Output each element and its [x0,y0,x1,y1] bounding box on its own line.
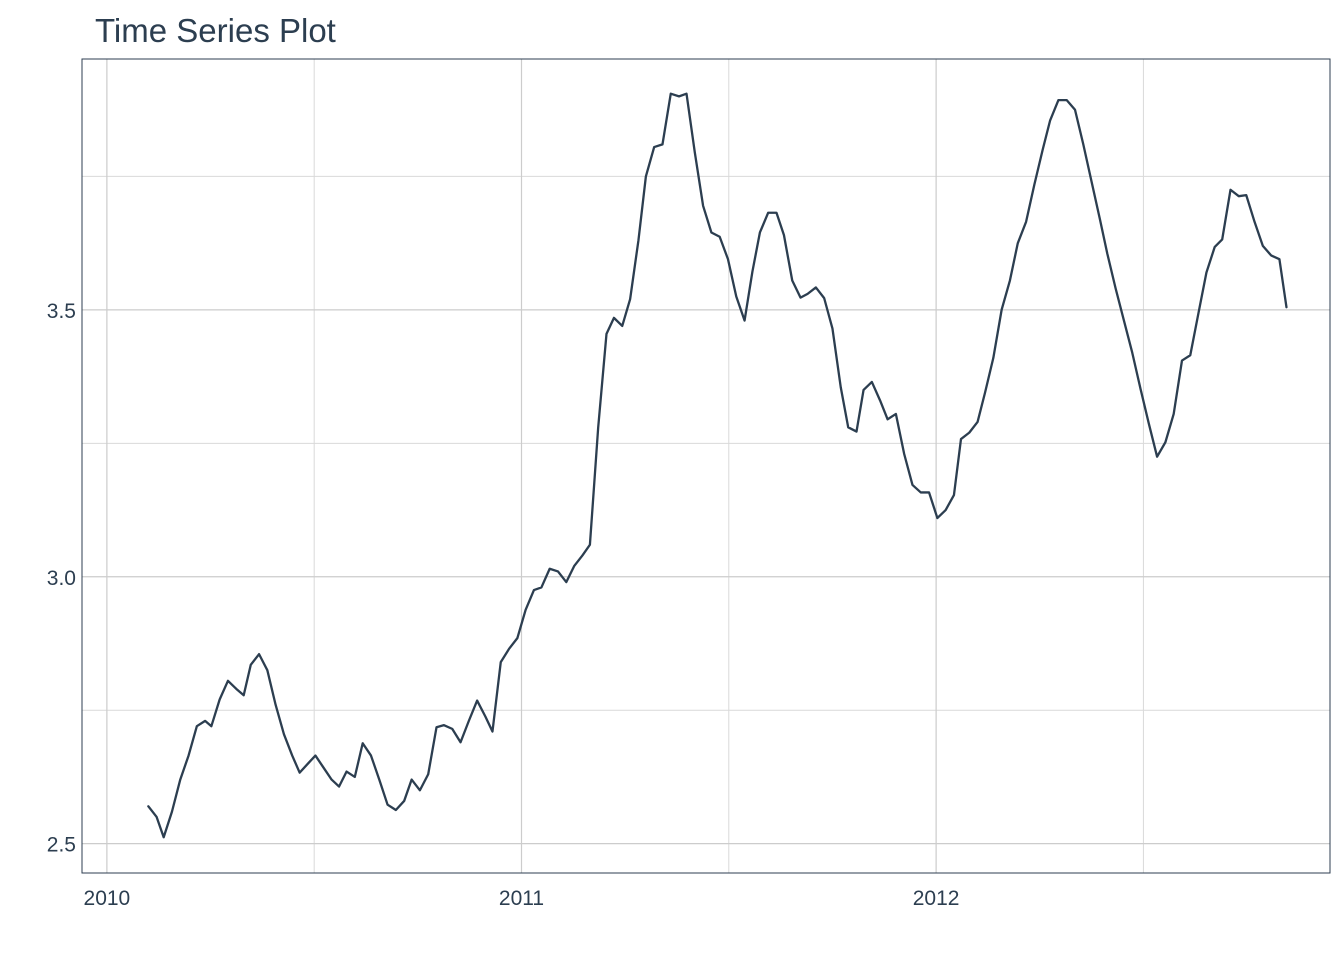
plot-border [81,58,1331,874]
series-layer [147,92,1288,839]
x-tick-label: 2010 [84,887,131,910]
series-line [147,92,1288,839]
axis-label-layer: 2.5 3.0 3.5 2010 2011 2012 [47,300,960,910]
chart-title: Time Series Plot [95,12,336,49]
x-tick-label: 2012 [913,887,960,910]
y-tick-label: 3.5 [47,300,76,323]
plot-border-layer [81,58,1331,874]
y-tick-label: 3.0 [47,567,76,590]
x-tick-label: 2011 [499,887,544,910]
grid-layer [82,59,1330,873]
y-tick-label: 2.5 [47,834,76,857]
